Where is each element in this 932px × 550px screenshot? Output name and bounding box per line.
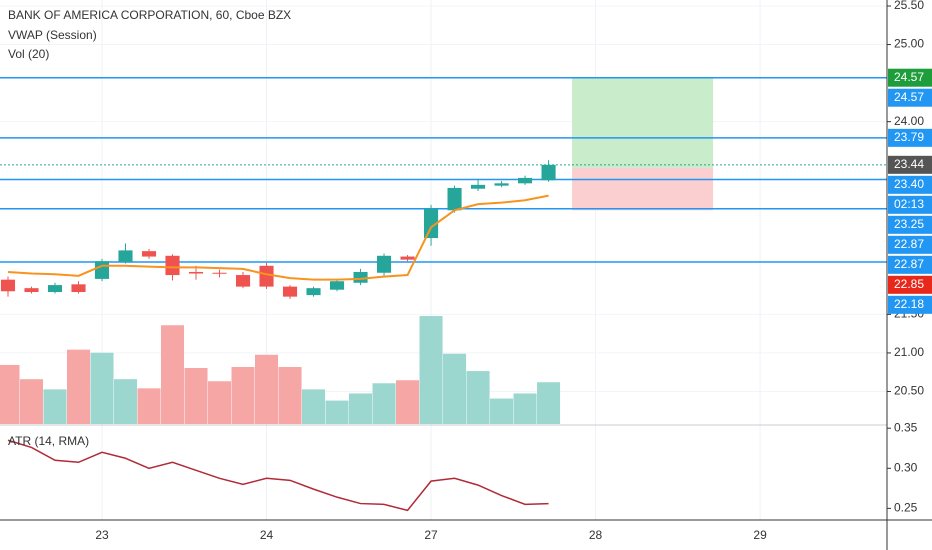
price-label-bg bbox=[888, 215, 932, 234]
price-label-bg bbox=[888, 88, 932, 107]
volume-bar bbox=[325, 400, 349, 424]
price-label: 22.87 bbox=[894, 257, 924, 271]
volume-bar bbox=[184, 368, 208, 424]
volume-bar bbox=[66, 349, 91, 424]
y-tick-label: 0.25 bbox=[894, 501, 918, 515]
volume-bar bbox=[43, 389, 67, 424]
candle-body bbox=[329, 281, 345, 290]
candle-body bbox=[118, 250, 133, 262]
candle-body bbox=[47, 285, 63, 293]
x-tick-label: 28 bbox=[589, 528, 603, 542]
price-label-bg bbox=[888, 255, 932, 274]
candle-body bbox=[165, 255, 180, 276]
price-label: 22.85 bbox=[894, 277, 924, 291]
y-tick-label: 0.35 bbox=[894, 420, 918, 434]
profit-zone bbox=[572, 77, 714, 168]
price-label: 24.57 bbox=[894, 90, 924, 104]
chart-title: BANK OF AMERICA CORPORATION, 60, Cboe BZ… bbox=[8, 8, 291, 22]
candle-body bbox=[282, 286, 298, 297]
indicator-label: VWAP (Session) bbox=[8, 28, 97, 42]
candle-body bbox=[24, 288, 39, 293]
candle-body bbox=[141, 251, 157, 257]
volume-bar bbox=[349, 393, 373, 424]
candle-body bbox=[0, 279, 16, 292]
candle-body bbox=[306, 288, 321, 296]
volume-bar bbox=[113, 379, 138, 424]
x-tick-label: 29 bbox=[753, 528, 767, 542]
price-label-bg bbox=[888, 128, 932, 147]
y-tick-label: 20.50 bbox=[894, 384, 924, 398]
price-label: 23.25 bbox=[894, 217, 924, 231]
price-label-bg bbox=[888, 175, 932, 194]
y-tick-label: 24.00 bbox=[894, 114, 924, 128]
candle-body bbox=[376, 255, 392, 273]
volume-bar bbox=[255, 354, 279, 424]
price-label: 24.57 bbox=[894, 70, 924, 84]
candle-body bbox=[470, 184, 486, 189]
candle-body bbox=[494, 183, 509, 186]
price-label: 23.44 bbox=[894, 157, 924, 171]
price-label: 02:13 bbox=[894, 197, 924, 211]
volume-bar bbox=[231, 366, 255, 424]
x-tick-label: 27 bbox=[424, 528, 438, 542]
x-tick-label: 24 bbox=[260, 528, 274, 542]
volume-bar bbox=[0, 364, 20, 424]
price-label-bg bbox=[888, 155, 932, 174]
price-label-bg bbox=[888, 68, 932, 87]
candle-body bbox=[423, 208, 439, 239]
volume-bar bbox=[302, 389, 326, 424]
volume-bar bbox=[19, 379, 44, 424]
volume-bar bbox=[419, 316, 443, 424]
candle-body bbox=[541, 164, 556, 181]
atr-line bbox=[7, 439, 549, 512]
volume-bar bbox=[443, 353, 467, 424]
candle-body bbox=[71, 284, 86, 293]
y-tick-label: 21.00 bbox=[894, 345, 924, 359]
price-label-bg bbox=[888, 235, 932, 254]
y-tick-label: 25.00 bbox=[894, 37, 924, 51]
volume-bar bbox=[490, 398, 514, 424]
y-tick-label: 25.50 bbox=[894, 0, 924, 12]
x-tick-label: 23 bbox=[95, 528, 109, 542]
candle-body bbox=[400, 256, 415, 260]
vwap-line bbox=[7, 194, 549, 281]
volume-bar bbox=[396, 380, 420, 424]
candle-body bbox=[518, 177, 533, 184]
price-label: 23.79 bbox=[894, 130, 924, 144]
loss-zone bbox=[572, 167, 714, 211]
price-label: 22.18 bbox=[894, 297, 924, 311]
volume-bar bbox=[513, 393, 537, 424]
price-label-bg bbox=[888, 295, 932, 314]
indicator-label: Vol (20) bbox=[8, 47, 49, 61]
candle-body bbox=[188, 271, 204, 274]
volume-bar bbox=[278, 366, 302, 424]
candle-body bbox=[212, 272, 227, 274]
volume-bar bbox=[537, 382, 561, 424]
candle-body bbox=[259, 265, 274, 287]
price-label: 23.40 bbox=[894, 177, 924, 191]
volume-bar bbox=[137, 388, 161, 424]
candle-body bbox=[235, 275, 251, 287]
volume-bar bbox=[90, 352, 114, 424]
volume-bar bbox=[466, 371, 490, 424]
indicator-label: ATR (14, RMA) bbox=[8, 434, 89, 448]
price-label-bg bbox=[888, 195, 932, 214]
volume-bar bbox=[160, 325, 185, 424]
candle-body bbox=[447, 187, 462, 211]
candle-body bbox=[353, 271, 368, 283]
y-tick-label: 0.30 bbox=[894, 460, 918, 474]
price-label: 22.87 bbox=[894, 237, 924, 251]
volume-bar bbox=[372, 383, 396, 424]
volume-bar bbox=[208, 381, 232, 424]
price-label-bg bbox=[888, 275, 932, 294]
candle-body bbox=[94, 261, 110, 279]
